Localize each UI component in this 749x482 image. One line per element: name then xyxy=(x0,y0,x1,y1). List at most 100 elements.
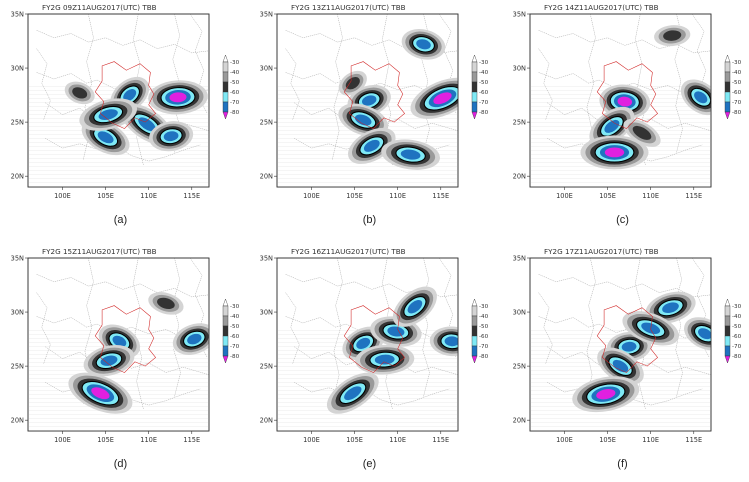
province-border xyxy=(331,258,343,405)
colorbar-label: -40 xyxy=(230,70,240,76)
cloud-cell xyxy=(83,345,135,377)
tbb-contour xyxy=(91,387,110,400)
cloud-cell xyxy=(429,326,458,357)
colorbar-label: -40 xyxy=(732,70,742,76)
x-tick-label: 115E xyxy=(432,192,449,200)
y-tick-label: 25N xyxy=(260,362,273,370)
cloud-cell xyxy=(572,376,640,413)
y-tick-label: 35N xyxy=(260,10,273,18)
tbb-contour xyxy=(98,109,118,120)
colorbar-label: -50 xyxy=(732,80,742,86)
province-border xyxy=(132,258,144,410)
y-tick-label: 35N xyxy=(513,10,526,18)
colorbar-label: -80 xyxy=(479,110,489,116)
colorbar-label: -70 xyxy=(479,100,489,106)
colorbar-swatch xyxy=(222,81,229,93)
panel-title: FY2G 15Z11AUG2017(UTC) TBB xyxy=(42,247,157,256)
y-tick-label: 35N xyxy=(11,254,24,262)
colorbar-end-top xyxy=(222,54,229,63)
y-tick-label: 35N xyxy=(11,10,24,18)
study-region-outline xyxy=(94,305,156,373)
tbb-contour xyxy=(169,92,187,103)
colorbar-end-bottom xyxy=(222,111,229,120)
tbb-contour xyxy=(604,147,625,158)
colorbar-label: -30 xyxy=(479,304,489,310)
colorbar-swatch xyxy=(471,61,478,73)
x-tick-label: 105E xyxy=(97,436,114,444)
colorbar-label: -30 xyxy=(230,60,240,66)
cloud-cell xyxy=(684,317,711,351)
tbb-contour xyxy=(617,96,633,107)
x-tick-label: 100E xyxy=(556,192,573,200)
colorbar-swatch xyxy=(724,325,731,337)
panel: FY2G 16Z11AUG2017(UTC) TBB 100E 105E 110E 11… xyxy=(260,247,489,470)
colorbar-swatch xyxy=(471,335,478,347)
x-tick-label: 105E xyxy=(599,192,616,200)
tbb-contour xyxy=(621,341,637,352)
colorbar-label: -50 xyxy=(479,324,489,330)
y-tick-label: 30N xyxy=(513,308,526,316)
map-content xyxy=(530,258,711,431)
province-border xyxy=(36,29,209,54)
tbb-contour xyxy=(632,125,652,140)
province-border xyxy=(36,48,51,121)
colorbar-end-top xyxy=(222,298,229,307)
tbb-contour xyxy=(356,337,371,349)
cloud-cell xyxy=(148,292,184,315)
province-border xyxy=(691,258,710,358)
map-frame xyxy=(529,13,712,188)
colorbar-label: -80 xyxy=(479,354,489,360)
province-border xyxy=(189,14,208,114)
province-border xyxy=(538,273,711,298)
colorbar-label: -40 xyxy=(479,314,489,320)
colorbar-label: -40 xyxy=(732,314,742,320)
colorbar-swatch xyxy=(222,305,229,317)
cloud-cell xyxy=(68,372,133,414)
x-tick-label: 105E xyxy=(346,436,363,444)
tbb-contour xyxy=(694,91,708,104)
map-frame xyxy=(27,257,210,432)
map-content xyxy=(277,258,458,431)
colorbar: -30 -40 -50 -60 -70 -80 xyxy=(471,54,489,120)
colorbar-label: -60 xyxy=(732,334,742,340)
colorbar-label: -30 xyxy=(479,60,489,66)
colorbar-swatch xyxy=(724,101,731,113)
colorbar-swatch xyxy=(724,335,731,347)
tbb-contour xyxy=(604,119,620,133)
colorbar: -30 -40 -50 -60 -70 -80 xyxy=(222,298,240,364)
x-tick-label: 115E xyxy=(432,436,449,444)
colorbar-label: -40 xyxy=(230,314,240,320)
tbb-contour xyxy=(662,302,679,314)
colorbar: -30 -40 -50 -60 -70 -80 xyxy=(724,54,742,120)
province-border xyxy=(438,14,457,114)
colorbar-label: -30 xyxy=(732,60,742,66)
tbb-contour xyxy=(612,359,629,373)
colorbar-label: -70 xyxy=(230,344,240,350)
colorbar-label: -80 xyxy=(732,110,742,116)
province-border xyxy=(438,258,457,358)
tbb-contour xyxy=(123,89,137,102)
tbb-contour xyxy=(187,333,202,345)
panel: FY2G 13Z11AUG2017(UTC) TBB 100E 105E 110E 11… xyxy=(260,3,489,226)
colorbar-swatch xyxy=(222,91,229,103)
study-region-outline xyxy=(596,305,658,373)
panel-title: FY2G 16Z11AUG2017(UTC) TBB xyxy=(291,247,406,256)
province-border xyxy=(45,138,201,162)
panel: FY2G 15Z11AUG2017(UTC) TBB 100E 105E 110E 11… xyxy=(11,247,240,470)
colorbar: -30 -40 -50 -60 -70 -80 xyxy=(471,298,489,364)
tbb-contour xyxy=(72,87,88,99)
y-tick-label: 25N xyxy=(11,362,24,370)
colorbar-label: -80 xyxy=(230,110,240,116)
study-region-outline xyxy=(343,61,405,129)
cloud-cell xyxy=(79,98,138,131)
y-tick-label: 20N xyxy=(260,416,273,424)
colorbar-swatch xyxy=(471,101,478,113)
map-frame xyxy=(27,13,210,188)
province-border xyxy=(285,48,300,121)
tbb-contour xyxy=(698,328,711,340)
colorbar-label: -70 xyxy=(230,100,240,106)
tbb-contour xyxy=(345,77,360,90)
panels-root: FY2G 09Z11AUG2017(UTC) TBB 100E 105E 110E 11… xyxy=(11,3,742,470)
tbb-contour xyxy=(407,300,423,314)
colorbar-swatch xyxy=(724,81,731,93)
